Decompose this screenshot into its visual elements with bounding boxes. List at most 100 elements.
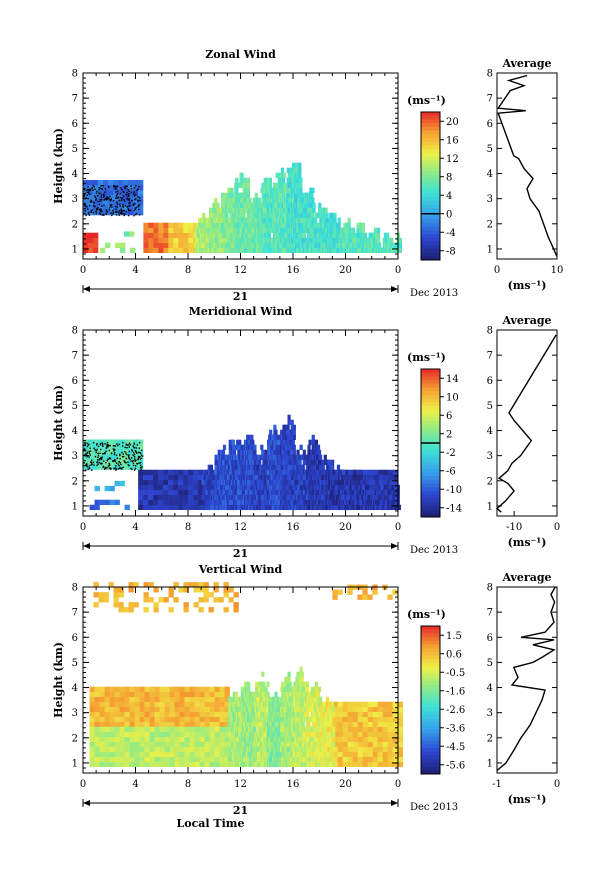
cloud-speck — [98, 188, 100, 191]
cloud-speck — [83, 196, 85, 198]
cloud-speck — [93, 464, 95, 466]
data-cell — [89, 711, 95, 718]
cloud-speck — [100, 208, 102, 211]
data-cell — [253, 449, 257, 456]
data-cell — [272, 504, 276, 511]
data-cell — [263, 232, 267, 239]
data-cell — [297, 192, 301, 199]
cloud-speck — [130, 191, 133, 194]
data-cell — [243, 232, 247, 239]
data-cell — [269, 202, 274, 209]
cloud-speck — [83, 448, 86, 450]
data-cell — [163, 469, 169, 476]
cloud-speck — [101, 194, 103, 196]
data-cell — [188, 242, 194, 249]
colorbar-segment — [421, 376, 440, 381]
data-cell — [321, 212, 325, 219]
data-cell — [148, 242, 154, 249]
data-cell — [242, 187, 246, 194]
cloud-speck — [137, 199, 139, 201]
cloud-speck — [119, 192, 122, 195]
data-cell — [178, 247, 184, 254]
data-cell — [287, 459, 291, 466]
data-cell — [183, 499, 189, 506]
cloud-speck — [106, 211, 109, 213]
data-cell — [88, 210, 94, 216]
data-cell — [269, 242, 274, 249]
data-cell — [254, 474, 259, 481]
cloud-speck — [85, 197, 87, 199]
data-cell — [178, 499, 184, 506]
data-cell — [357, 247, 361, 254]
data-column — [378, 232, 395, 254]
data-cell — [343, 227, 347, 234]
data-cell — [118, 464, 124, 470]
data-cell — [310, 227, 314, 234]
data-cell — [267, 444, 271, 451]
data-cell — [196, 237, 201, 244]
data-field — [89, 582, 403, 768]
data-cell — [243, 247, 247, 254]
cloud-speck — [95, 192, 98, 194]
data-cell — [298, 172, 302, 179]
data-cell — [193, 504, 199, 511]
cloud-speck — [122, 455, 125, 458]
cloud-speck — [137, 205, 140, 207]
cloud-speck — [132, 454, 135, 457]
cloud-speck — [137, 455, 140, 458]
cloud-speck — [114, 458, 116, 461]
cloud-speck — [105, 467, 107, 470]
data-cell — [138, 185, 144, 191]
colorbar-segment — [421, 494, 440, 499]
data-cell — [208, 484, 212, 491]
data-cell — [138, 479, 144, 486]
data-cell — [123, 464, 129, 470]
data-cell — [287, 197, 291, 204]
cloud-speck — [133, 446, 136, 449]
data-cell — [216, 499, 220, 506]
cloud-speck — [128, 205, 130, 207]
data-cell — [384, 237, 389, 244]
data-cell — [128, 454, 134, 460]
data-cell — [377, 237, 381, 244]
data-cell — [264, 494, 268, 501]
data-cell — [89, 696, 95, 703]
data-cell — [331, 227, 335, 234]
data-cell — [230, 494, 234, 501]
cloud-speck — [103, 195, 105, 197]
data-cell — [361, 227, 365, 234]
cloud-speck — [139, 452, 142, 455]
cloud-speck — [94, 195, 96, 197]
data-cell — [120, 247, 126, 254]
data-cell — [298, 167, 302, 174]
data-cell — [113, 444, 119, 450]
data-cell — [363, 232, 368, 239]
data-cell — [138, 484, 144, 491]
data-cell — [188, 479, 194, 486]
data-cell — [143, 504, 149, 511]
data-cell — [321, 237, 325, 244]
data-cell — [207, 464, 211, 471]
data-cell — [322, 242, 326, 249]
data-cell — [128, 185, 134, 191]
cloud-speck — [133, 442, 135, 445]
cloud-speck — [97, 454, 100, 457]
data-cell — [201, 242, 205, 249]
data-cell — [178, 494, 184, 501]
cloud-speck — [106, 196, 108, 198]
data-cell — [241, 242, 245, 249]
data-cell — [203, 217, 207, 224]
data-cell — [272, 474, 276, 481]
colorbar-tick-label: 10 — [446, 392, 459, 403]
cloud-speck — [103, 204, 105, 206]
cloud-speck — [86, 452, 88, 454]
data-cell — [240, 247, 244, 254]
data-cell — [277, 469, 281, 476]
cloud-speck — [123, 460, 125, 462]
y-tick-label: 8 — [72, 326, 78, 337]
cloud-speck — [89, 450, 92, 452]
data-cell — [310, 192, 314, 199]
data-cell — [168, 494, 174, 501]
data-cell — [349, 504, 354, 511]
cloud-speck — [97, 452, 99, 455]
